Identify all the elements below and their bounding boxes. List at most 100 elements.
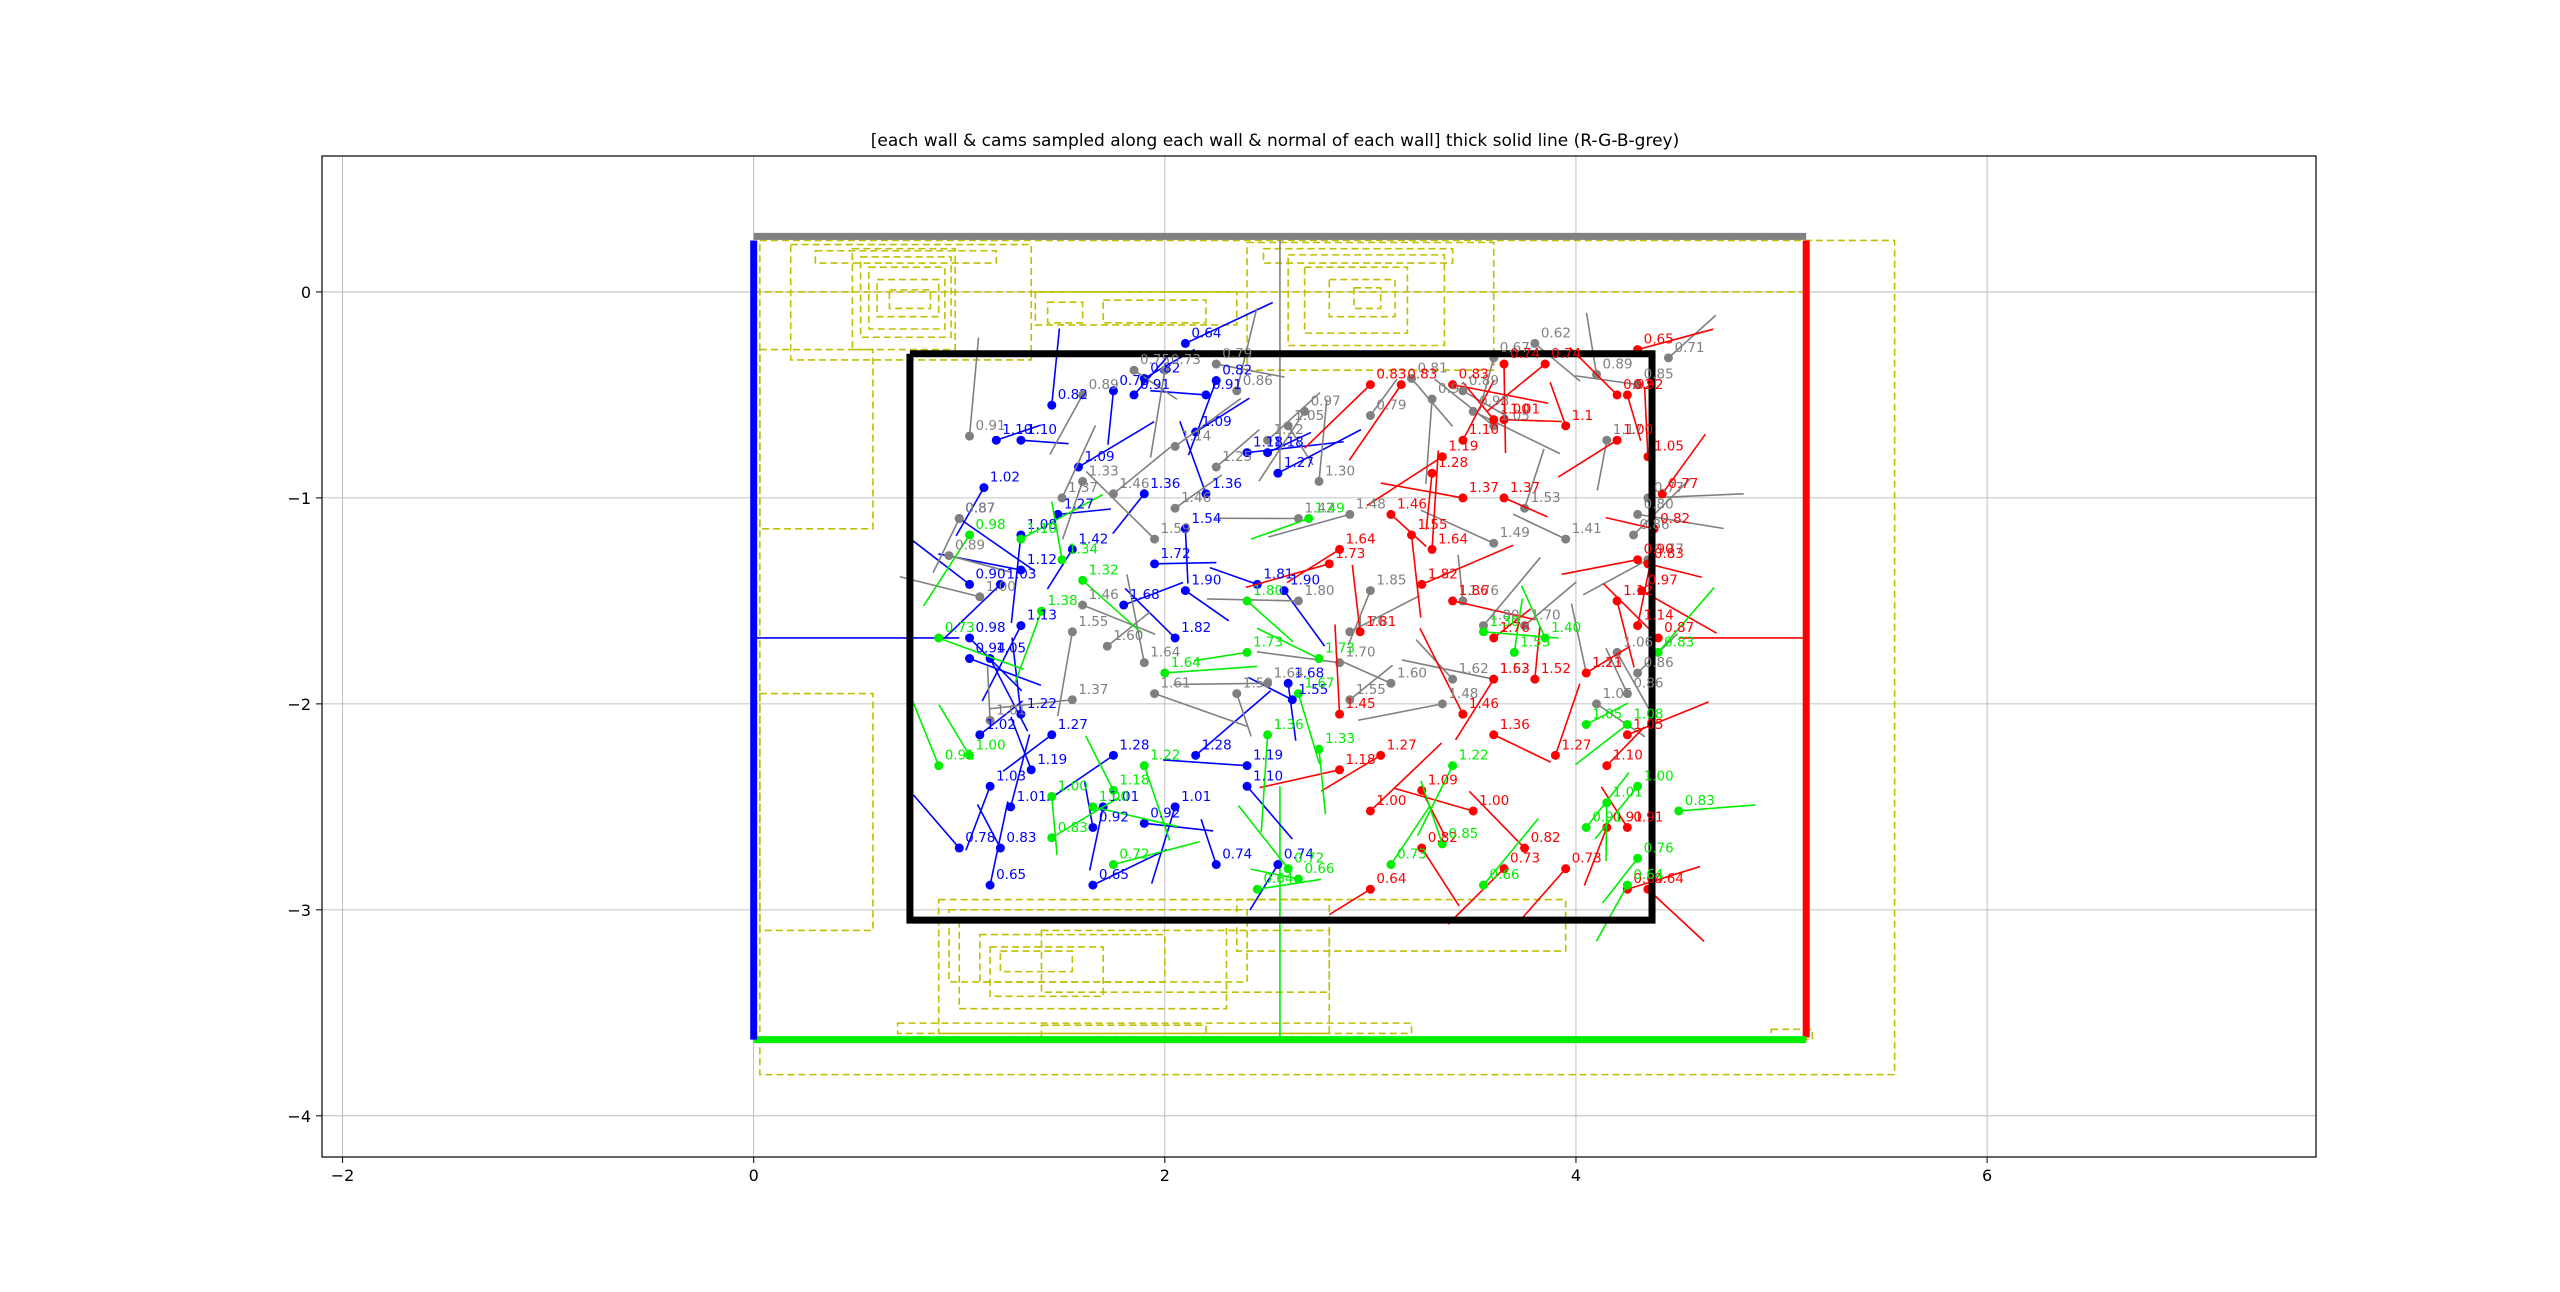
grey-camera-direction — [1358, 703, 1443, 722]
blue-point-label: 1.27 — [1284, 455, 1314, 471]
grey-camera-point — [1057, 493, 1067, 503]
green-camera-point — [1314, 744, 1324, 754]
blue-camera-point — [1129, 390, 1139, 400]
grey-point-label: 1.13 — [1592, 655, 1622, 671]
green-camera-point — [1088, 802, 1098, 812]
blue-point-label: 1.27 — [1064, 496, 1094, 512]
green-camera-direction — [1416, 765, 1454, 836]
grey-camera-direction — [1339, 659, 1392, 685]
blue-camera-point — [1273, 860, 1283, 870]
grey-camera-point — [1067, 695, 1077, 705]
green-camera-direction — [1050, 796, 1058, 856]
blue-camera-direction — [1010, 716, 1032, 771]
red-point-label: 1.37 — [1469, 480, 1499, 496]
green-point-label: 0.72 — [1294, 851, 1324, 867]
blue-point-label: 0.74 — [1222, 847, 1252, 863]
grey-point-label: 1.01 — [996, 702, 1026, 718]
blue-camera-direction — [1107, 390, 1115, 445]
blue-camera-direction — [943, 583, 1001, 640]
grey-camera-direction — [948, 554, 1012, 574]
grey-point-label: 0.71 — [1674, 340, 1704, 356]
blue-point-label: 0.94 — [976, 641, 1006, 657]
red-camera-point — [1622, 390, 1632, 400]
red-camera-direction — [1286, 548, 1340, 584]
grey-camera-direction — [1347, 590, 1372, 646]
green-camera-point — [1293, 689, 1303, 699]
blue-camera-direction — [955, 487, 985, 537]
green-point-label: 0.83 — [1058, 820, 1088, 836]
x-tick-label: 2 — [1160, 1166, 1170, 1185]
grey-point-label: 1.62 — [1459, 661, 1489, 677]
grey-camera-point — [1629, 530, 1639, 540]
green-point-label: 1.36 — [1274, 717, 1304, 733]
red-point-label: 1.27 — [1561, 737, 1591, 753]
grey-point-label: 1.64 — [1150, 645, 1180, 661]
red-camera-point — [1427, 468, 1437, 478]
blue-camera-direction — [1011, 637, 1022, 715]
grey-camera-point — [1633, 509, 1643, 519]
grey-camera-point — [944, 551, 954, 561]
grey-point-label: 1.55 — [1356, 682, 1386, 698]
dashed-rect — [1328, 278, 1396, 318]
green-camera-point — [1160, 668, 1170, 678]
grey-point-label: 0.91 — [976, 418, 1006, 434]
red-camera-direction — [1452, 383, 1549, 405]
grey-camera-direction — [1434, 378, 1495, 427]
blue-point-label: 0.91 — [1140, 377, 1170, 393]
blue-camera-direction — [912, 794, 960, 849]
grey-point-label: 0.67 — [1500, 340, 1530, 356]
blue-camera-point — [1273, 468, 1283, 478]
red-camera-point — [1550, 750, 1560, 760]
grey-camera-direction — [1106, 611, 1151, 647]
grey-point-label: 0.97 — [1311, 393, 1341, 409]
blue-point-label: 0.82 — [1058, 387, 1088, 403]
green-point-label: 0.85 — [1448, 826, 1478, 842]
green-point-label: 1.05 — [1592, 706, 1622, 722]
grey-camera-direction — [1206, 598, 1299, 602]
grey-camera-direction — [1616, 651, 1651, 712]
green-point-label: 1.22 — [1459, 748, 1489, 764]
grey-camera-point — [1345, 627, 1355, 637]
dashed-rect — [1235, 898, 1567, 952]
red-point-label: 0.82 — [1660, 511, 1690, 527]
grey-point-label: 1.48 — [1356, 496, 1386, 512]
blue-point-label: 1.68 — [1130, 587, 1160, 603]
red-camera-point — [1335, 765, 1345, 775]
green-camera-point — [1304, 514, 1314, 524]
room-outline — [906, 350, 1656, 924]
green-camera-direction — [910, 698, 940, 766]
green-point-label: 0.98 — [976, 517, 1006, 533]
dashed-rect — [1246, 241, 1495, 372]
red-camera-direction — [1605, 516, 1655, 530]
green-point-label: 0.83 — [1664, 634, 1694, 650]
green-point-label: 0.73 — [945, 620, 975, 636]
red-point-label: 1.36 — [1500, 717, 1530, 733]
dashed-rect — [851, 247, 956, 351]
blue-camera-direction — [1184, 528, 1189, 584]
grey-point-label: 1.05 — [1500, 408, 1530, 424]
blue-camera-point — [1287, 695, 1297, 705]
green-point-label: 0.64 — [1633, 867, 1663, 883]
green-camera-direction — [1051, 796, 1119, 839]
red-camera-point — [1561, 421, 1571, 431]
grey-point-label: 0.86 — [1243, 373, 1273, 389]
grey-point-label: 1.46 — [1181, 490, 1211, 506]
green-camera-direction — [938, 637, 1025, 671]
blue-camera-point — [1016, 565, 1026, 575]
green-camera-point — [1633, 781, 1643, 791]
green-camera-direction — [1257, 878, 1322, 891]
grey-camera-direction — [1056, 631, 1074, 717]
dashed-rect — [759, 692, 874, 932]
blue-point-label: 1.72 — [1161, 546, 1191, 562]
green-camera-point — [1540, 633, 1550, 643]
blue-camera-direction — [989, 801, 1009, 886]
red-point-label: 1.12 — [1623, 583, 1653, 599]
grey-camera-direction — [1215, 429, 1260, 468]
red-camera-point — [1622, 822, 1632, 832]
green-camera-direction — [1585, 772, 1630, 828]
red-point-label: 1.21 — [1592, 655, 1622, 671]
blue-point-label: 1.03 — [1006, 566, 1036, 582]
blue-camera-direction — [1050, 328, 1061, 406]
blue-point-label: 1.05 — [996, 641, 1026, 657]
green-camera-point — [1314, 654, 1324, 664]
